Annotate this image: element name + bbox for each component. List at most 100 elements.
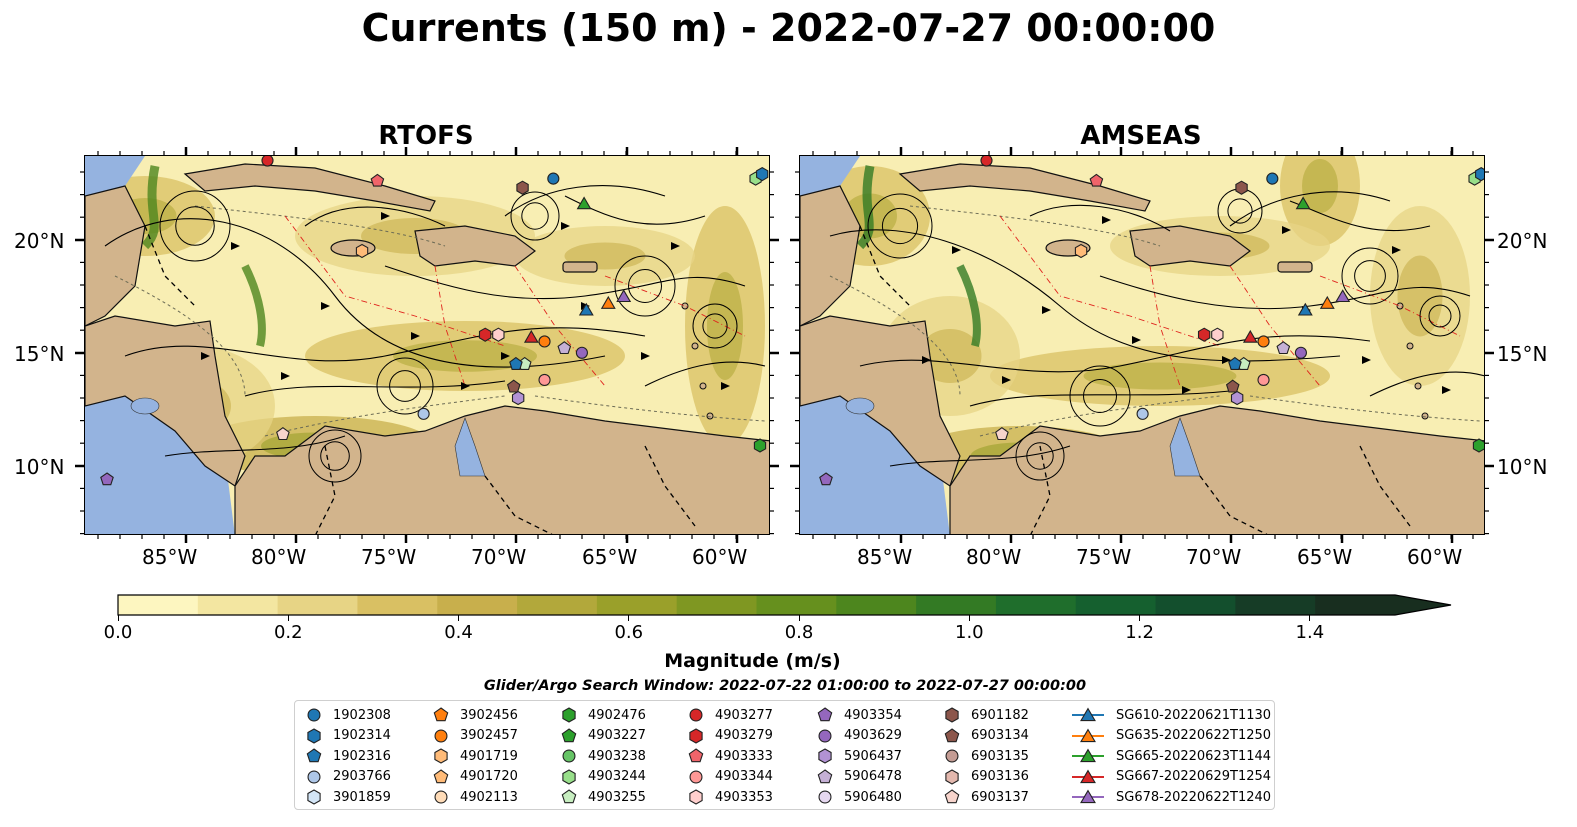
legend-item: 6901182: [943, 705, 1029, 726]
float-marker-2903766: [1136, 407, 1149, 420]
legend-item: 4903238: [560, 746, 646, 767]
float-marker-4903333: [1089, 173, 1104, 187]
float-marker-SG678-20220622T1240: [1335, 289, 1351, 303]
eddy-streamline: [1419, 295, 1461, 337]
south-america-land: [234, 405, 769, 534]
float-marker-6903137: [995, 427, 1009, 441]
flow-arrow: [411, 332, 420, 340]
legend-marker-shape: [689, 770, 703, 784]
legend-pentagon-marker: [817, 707, 833, 722]
legend-pentagon-marker: [433, 707, 449, 722]
legend-hexagon-marker: [945, 707, 959, 723]
legend-item: 6903135: [943, 746, 1029, 767]
gulf-shelf: [800, 156, 860, 196]
legend-label: 4903255: [588, 789, 646, 805]
flow-arrow: [501, 352, 510, 360]
float-marker-4902476: [1472, 438, 1484, 453]
legend-item: 3901859: [305, 787, 391, 808]
colorbar-extend-arrow: [1395, 595, 1451, 615]
cuba-land: [898, 163, 1151, 212]
legend-item: 4903629: [816, 726, 902, 747]
legend-label: 4902113: [460, 789, 518, 805]
legend-item: 4903277: [687, 705, 773, 726]
legend-marker-shape: [1080, 707, 1096, 722]
colorbar-tick-label: 1.4: [1295, 622, 1325, 643]
flow-arrow: [201, 352, 210, 360]
yucatan-land: [85, 185, 146, 327]
rtofs-map[interactable]: [84, 155, 770, 535]
colorbar-segment: [596, 595, 678, 615]
legend-label: 5906480: [844, 789, 902, 805]
amseas-panel-title: AMSEAS: [1080, 121, 1202, 151]
float-marker-4902476: [753, 438, 767, 453]
colorbar-tick-mark: [628, 615, 630, 621]
colorbar-segment: [277, 595, 359, 615]
legend-item: 5906437: [816, 746, 902, 767]
float-marker-5906437: [511, 390, 525, 406]
legend-marker-shape: [945, 707, 959, 723]
legend-item: 4903333: [687, 746, 773, 767]
colorbar-segment: [836, 595, 917, 615]
float-marker-4903333: [370, 173, 385, 187]
eddy-streamline: [320, 441, 350, 471]
central-america-land: [85, 315, 246, 487]
legend-triangle-marker: [1072, 728, 1104, 742]
colorbar-tick-label: 0.0: [103, 622, 133, 643]
legend-column: SG610-20220621T1130 SG635-20220622T1250 SG…: [1070, 705, 1271, 808]
yucatan-jet: [141, 165, 160, 250]
legend-circle-marker: [689, 770, 703, 784]
float-marker-4903277: [980, 156, 993, 167]
legend-item: 4902476: [560, 705, 646, 726]
legend-marker-shape: [561, 789, 577, 804]
lon-tick-label: 75°W: [1076, 545, 1132, 569]
float-marker-5906478: [1276, 341, 1291, 355]
legend-label: 3902457: [460, 728, 518, 744]
legend-item: 4903353: [687, 787, 773, 808]
amseas-map[interactable]: [799, 155, 1485, 535]
colorbar-tick-mark: [287, 615, 289, 621]
legend-label: 6903137: [971, 789, 1029, 805]
legend-marker-shape: [688, 748, 704, 763]
legend-circle-marker: [562, 749, 576, 763]
eddy-streamline: [308, 429, 362, 483]
lat-tick-label: 15°N: [1497, 342, 1548, 366]
lon-tick-label: 70°W: [471, 545, 527, 569]
eddy-streamline: [1354, 260, 1386, 292]
legend-label: 1902316: [333, 748, 391, 764]
legend-marker-shape: [434, 748, 448, 764]
yucatan-land: [800, 185, 861, 327]
legend-pentagon-marker: [944, 728, 960, 742]
legend-item: 4903344: [687, 767, 773, 788]
legend-label: SG665-20220623T1144: [1116, 748, 1272, 764]
streamline: [1229, 191, 1391, 227]
flow-arrow: [461, 382, 470, 390]
legend-marker-shape: [433, 707, 449, 722]
legend-marker-shape: [307, 789, 321, 805]
flow-arrow: [922, 356, 931, 364]
legend-hexagon-marker: [562, 707, 576, 723]
colorbar-segment: [517, 595, 598, 615]
bathymetry-contour: [1249, 395, 1481, 422]
cuba-land: [183, 163, 436, 212]
eddy-streamline: [1227, 198, 1253, 224]
island: [681, 302, 689, 310]
legend-column: 6901182 6903134 6903135 6903136 6903137: [943, 705, 1029, 808]
legend-triangle-marker: [1072, 707, 1104, 722]
flow-arrow: [1042, 306, 1051, 314]
eddy-streamline: [1428, 304, 1452, 328]
legend-label: 6901182: [971, 707, 1029, 723]
lat-tick-label: 15°N: [14, 342, 65, 366]
legend-label: 6903136: [971, 769, 1029, 785]
legend-marker-shape: [818, 729, 832, 743]
colorbar-tick-label: 0.8: [784, 622, 814, 643]
streamline: [644, 361, 766, 387]
flow-arrow: [281, 372, 290, 380]
float-marker-4903279: [1197, 327, 1211, 342]
legend-marker-shape: [562, 707, 576, 723]
legend-marker-shape: [561, 728, 577, 742]
yucatan-jet: [856, 165, 875, 250]
lon-tick-label: 60°W: [1407, 545, 1463, 569]
legend-marker-shape: [689, 708, 703, 722]
flow-arrow: [381, 212, 390, 220]
